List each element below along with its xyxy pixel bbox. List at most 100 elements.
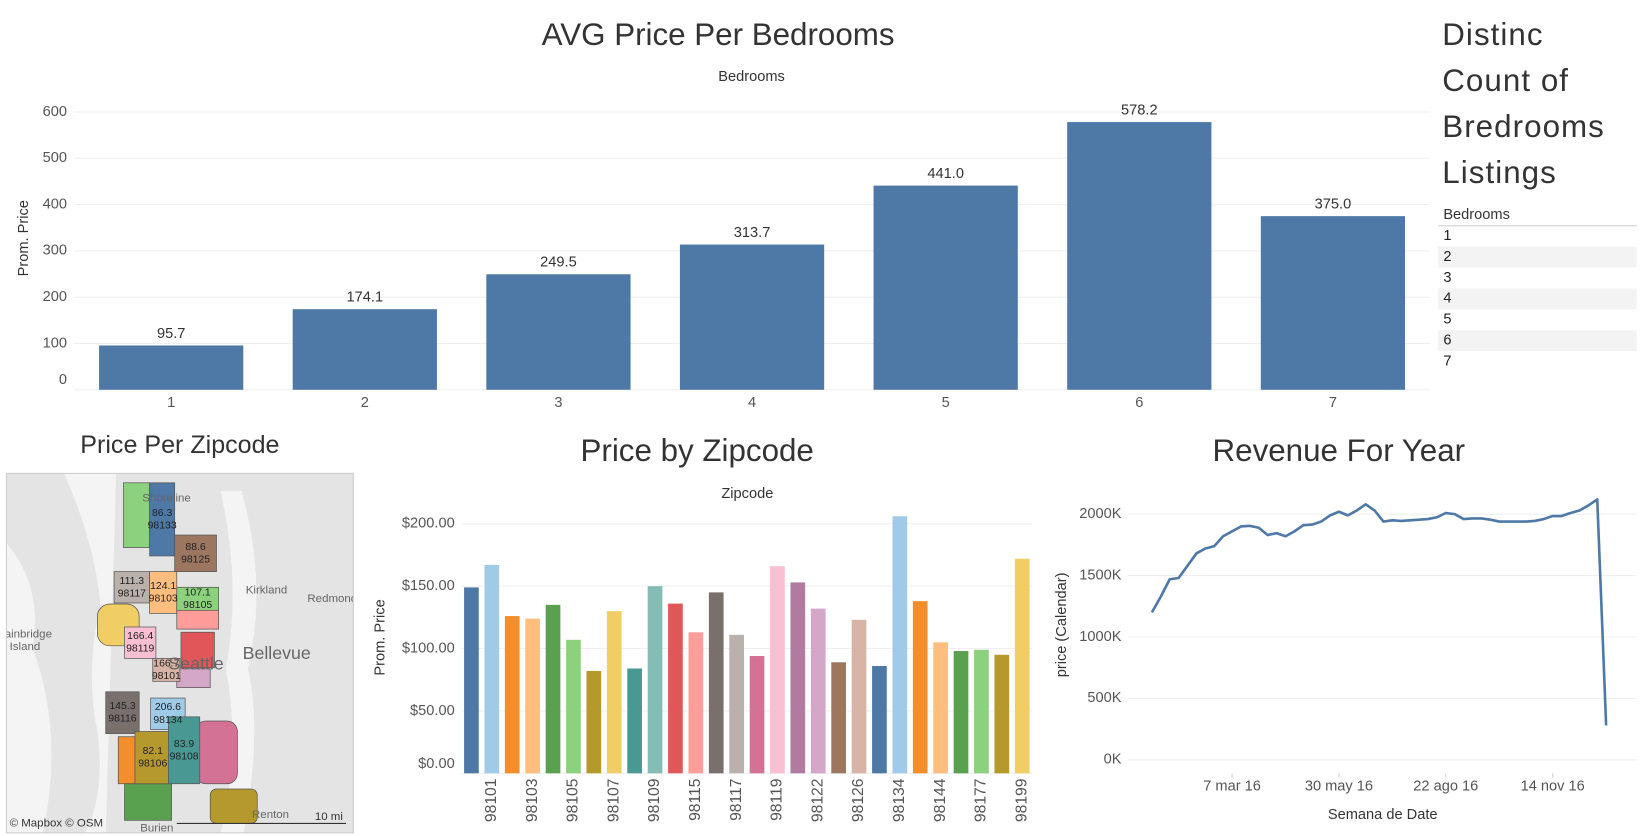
value-label: 441.0 — [927, 166, 964, 182]
region-zipcode: 98106 — [138, 759, 167, 770]
map-region — [105, 691, 140, 734]
bar — [831, 662, 846, 774]
x-tick-label: 98105 — [565, 778, 582, 822]
map-region — [195, 720, 238, 785]
x-tick-label: 22 ago 16 — [1413, 779, 1478, 795]
row-band — [1438, 288, 1637, 310]
value-label: 578.2 — [1121, 102, 1158, 118]
y-axis-title: Prom. Price — [16, 200, 32, 276]
map-attribution: © Mapbox © OSM — [10, 817, 104, 829]
y-tick-label: 0K — [1104, 752, 1122, 768]
bar — [912, 601, 928, 774]
bar — [1260, 216, 1406, 390]
y-tick-label: $100.00 — [402, 640, 455, 656]
bar — [606, 611, 622, 774]
x-tick-label: 98119 — [769, 779, 786, 821]
place-label: Seattle — [168, 653, 223, 673]
table-cell: 1 — [1443, 228, 1451, 244]
region-value: 88.6 — [185, 542, 206, 553]
bar — [586, 670, 602, 774]
bar — [708, 592, 724, 774]
table-title: Listings — [1442, 155, 1557, 190]
map-region — [149, 571, 178, 614]
x-axis-title: Zipcode — [721, 486, 773, 502]
table-title: Distinc — [1442, 17, 1543, 52]
x-tick-label: 98107 — [605, 779, 622, 823]
x-tick-label: 98144 — [932, 778, 949, 822]
region-zipcode: 98134 — [153, 715, 182, 726]
region-value: 107.1 — [185, 587, 211, 598]
map-region — [124, 626, 157, 659]
y-axis-title: Prom. Price — [372, 599, 388, 675]
bar — [892, 516, 908, 774]
value-label: 313.7 — [734, 225, 771, 241]
x-tick-label: 3 — [554, 395, 562, 411]
map-region — [113, 571, 150, 604]
region-zipcode: 98101 — [152, 671, 181, 682]
map-scale: 10 mi — [315, 811, 343, 823]
region-zipcode: 98105 — [183, 600, 212, 611]
region-value: 86.3 — [152, 508, 173, 519]
bar — [1014, 558, 1030, 774]
x-tick-label: 98177 — [973, 779, 990, 823]
x-axis-title: Bedrooms — [718, 69, 785, 85]
region-value: 166.4 — [127, 631, 153, 642]
bar — [872, 665, 887, 774]
place-label: Renton — [252, 809, 289, 821]
bar — [566, 639, 581, 774]
table-cell: 6 — [1443, 333, 1451, 349]
region-value: 83.9 — [174, 739, 195, 750]
chart-title: Revenue For Year — [1213, 433, 1466, 468]
y-tick-label: 400 — [43, 196, 67, 212]
place-label: Island — [10, 641, 41, 653]
x-tick-label: 98126 — [850, 778, 867, 822]
bar — [933, 642, 948, 774]
map-region — [209, 788, 258, 824]
map-region — [180, 631, 215, 669]
x-tick-label: 98122 — [809, 779, 826, 823]
bar — [627, 668, 642, 774]
y-tick-label: 1000K — [1079, 629, 1122, 645]
map-title: Price Per Zipcode — [80, 431, 279, 459]
y-tick-label: 300 — [43, 243, 67, 259]
bar — [668, 603, 683, 774]
map-region — [152, 657, 181, 682]
y-tick-label: $150.00 — [402, 578, 455, 594]
x-tick-label: 98109 — [646, 779, 663, 823]
table-cell: 4 — [1443, 291, 1451, 307]
water — [6, 543, 52, 833]
region-zipcode: 98103 — [149, 594, 178, 605]
region-value: 111.3 — [120, 576, 145, 587]
map-region — [134, 731, 171, 785]
region-value: 82.1 — [143, 746, 164, 757]
y-tick-label: 500 — [43, 150, 67, 166]
line — [1150, 498, 1608, 726]
value-label: 95.7 — [157, 326, 185, 342]
y-tick-label: 100 — [43, 335, 67, 351]
bar — [292, 309, 437, 390]
value-label: 174.1 — [347, 290, 384, 306]
y-tick-label: 600 — [43, 104, 67, 120]
value-label: 249.5 — [540, 255, 577, 271]
table-header: Bedrooms — [1443, 207, 1510, 223]
map-region — [123, 482, 150, 548]
bar — [99, 345, 244, 390]
table-cell: 2 — [1443, 249, 1451, 265]
sound — [63, 473, 117, 833]
place-label: Bellevue — [243, 643, 311, 663]
region-value: 145.3 — [109, 701, 135, 712]
bar — [679, 244, 825, 390]
y-tick-label: $50.00 — [410, 703, 455, 719]
chart-title: AVG Price Per Bedrooms — [542, 17, 895, 52]
bar — [688, 632, 704, 774]
bar — [545, 604, 561, 774]
bar — [974, 649, 989, 774]
map-region — [168, 716, 201, 785]
x-tick-label: 7 mar 16 — [1203, 779, 1261, 795]
y-tick-label: 500K — [1087, 690, 1121, 706]
x-tick-label: 98117 — [728, 779, 745, 821]
map-region — [174, 534, 217, 572]
x-tick-label: 98115 — [687, 778, 704, 821]
map-region — [176, 607, 219, 630]
